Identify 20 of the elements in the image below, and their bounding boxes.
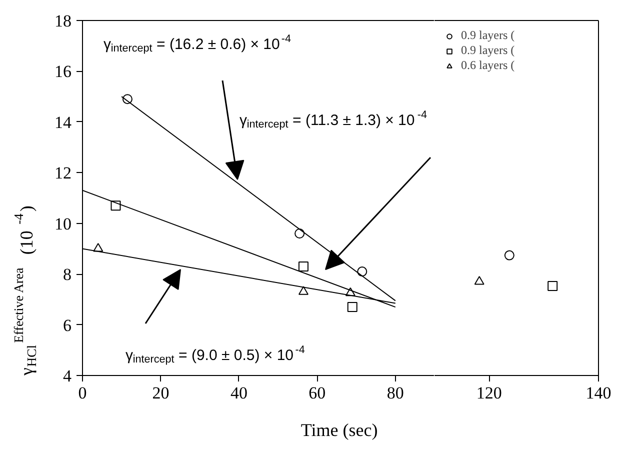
x-tick-label: 0 bbox=[78, 384, 87, 402]
legend-label: 0.6 layers ( bbox=[461, 58, 515, 73]
x-axis-title: Time (sec) bbox=[300, 420, 378, 440]
y-tick-label: 4 bbox=[63, 366, 72, 386]
y-tick-label: 8 bbox=[63, 265, 72, 284]
y-tick-label: 14 bbox=[54, 112, 72, 132]
x-tick-label: 120 bbox=[476, 384, 502, 402]
x-tick-label: 60 bbox=[308, 384, 326, 402]
x-tick-label: 40 bbox=[230, 384, 248, 402]
y-tick-label: 12 bbox=[54, 164, 72, 183]
y-axis-title: γHClEffective Area (10-4) bbox=[10, 206, 40, 376]
x-tick-label: 20 bbox=[152, 384, 170, 402]
y-tick-label: 10 bbox=[54, 214, 72, 234]
y-tick-label: 6 bbox=[63, 316, 72, 335]
y-tick-label: 16 bbox=[54, 62, 72, 82]
x-tick-label: 80 bbox=[386, 384, 404, 402]
legend-label: 0.9 layers ( bbox=[461, 43, 515, 58]
legend-label: 0.9 layers ( bbox=[461, 28, 515, 43]
y-tick-label: 18 bbox=[54, 12, 72, 30]
x-tick-label: 140 bbox=[586, 384, 612, 402]
